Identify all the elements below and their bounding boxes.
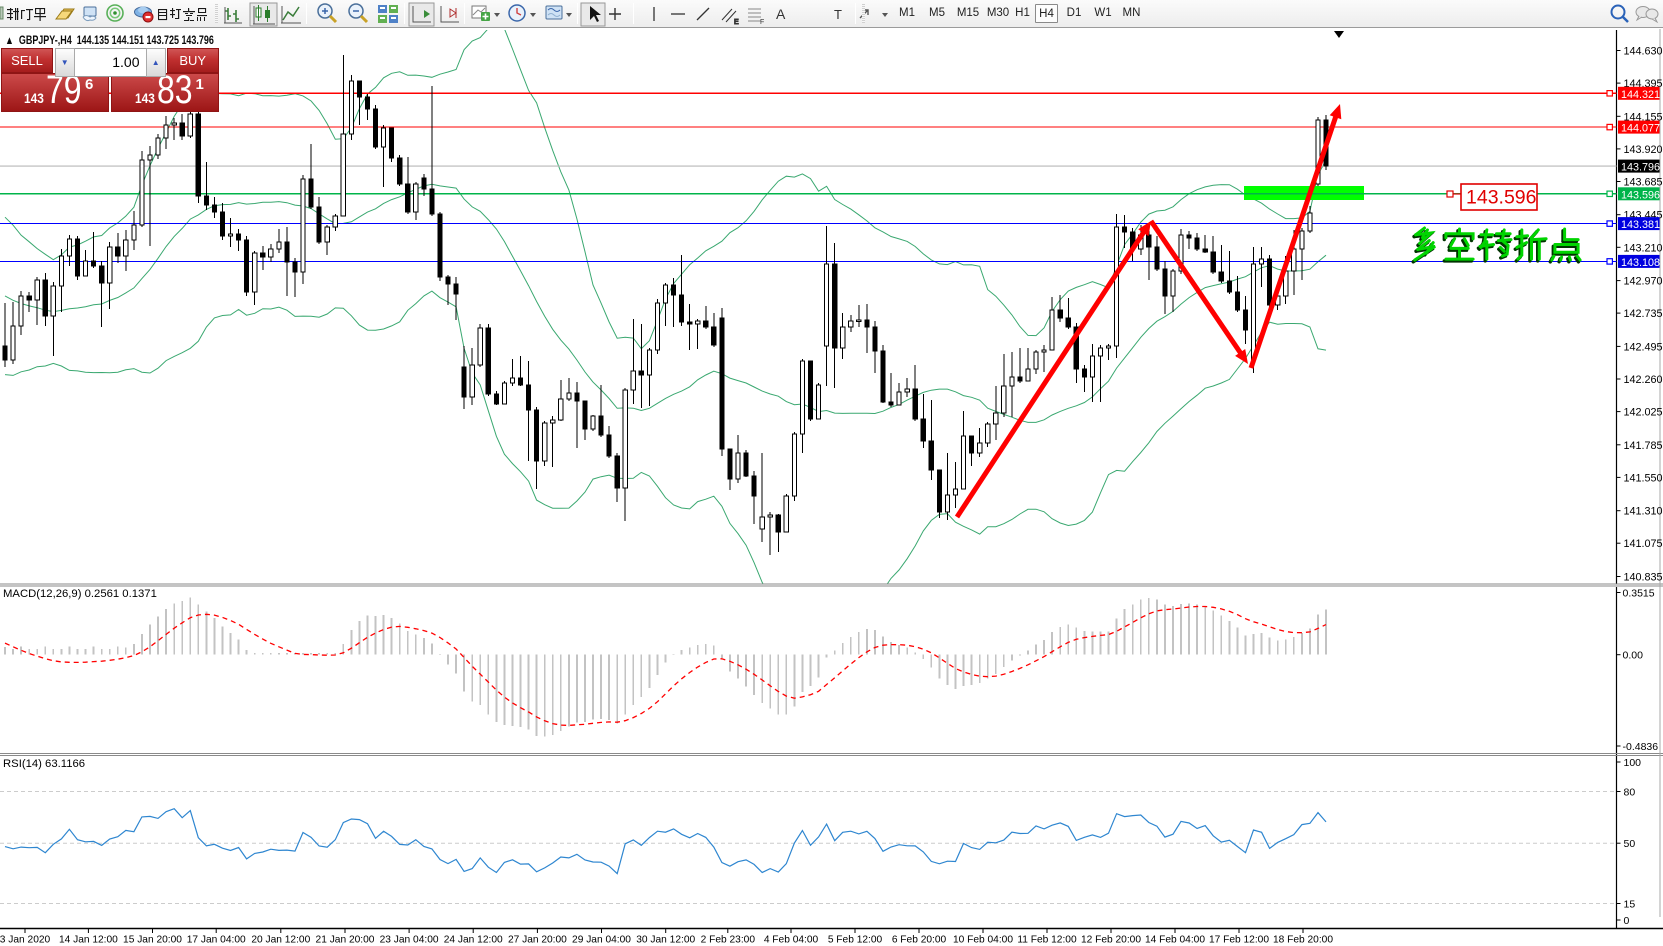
svg-text:21 Jan 20:00: 21 Jan 20:00 bbox=[316, 935, 375, 946]
svg-text:143.596: 143.596 bbox=[1621, 189, 1660, 201]
svg-text:2 Feb 23:00: 2 Feb 23:00 bbox=[701, 935, 756, 946]
svg-text:20 Jan 12:00: 20 Jan 12:00 bbox=[251, 935, 310, 946]
svg-text:143.108: 143.108 bbox=[1621, 257, 1660, 269]
svg-text:30 Jan 12:00: 30 Jan 12:00 bbox=[636, 935, 695, 946]
svg-text:0.00: 0.00 bbox=[1623, 650, 1644, 662]
svg-text:141.310: 141.310 bbox=[1624, 506, 1663, 518]
svg-text:23 Jan 04:00: 23 Jan 04:00 bbox=[380, 935, 439, 946]
svg-text:RSI(14) 63.1166: RSI(14) 63.1166 bbox=[3, 758, 85, 770]
svg-text:14 Jan 12:00: 14 Jan 12:00 bbox=[59, 935, 118, 946]
svg-text:143.920: 143.920 bbox=[1624, 144, 1663, 156]
svg-text:143.685: 143.685 bbox=[1624, 177, 1663, 189]
svg-text:144.077: 144.077 bbox=[1621, 123, 1660, 135]
svg-text:140.835: 140.835 bbox=[1624, 572, 1663, 584]
svg-text:142.025: 142.025 bbox=[1624, 407, 1663, 419]
svg-text:142.970: 142.970 bbox=[1624, 276, 1663, 288]
svg-text:17 Feb 12:00: 17 Feb 12:00 bbox=[1209, 935, 1269, 946]
svg-text:143.381: 143.381 bbox=[1621, 219, 1660, 231]
svg-text:MACD(12,26,9) 0.2561 0.1371: MACD(12,26,9) 0.2561 0.1371 bbox=[3, 588, 157, 600]
svg-text:3 Jan 2020: 3 Jan 2020 bbox=[0, 935, 51, 946]
svg-text:18 Feb 20:00: 18 Feb 20:00 bbox=[1273, 935, 1333, 946]
svg-text:143.210: 143.210 bbox=[1624, 242, 1663, 254]
svg-text:E: E bbox=[734, 19, 739, 26]
svg-text:141.550: 141.550 bbox=[1624, 472, 1663, 484]
svg-text:0: 0 bbox=[1624, 915, 1630, 927]
svg-text:11 Feb 12:00: 11 Feb 12:00 bbox=[1017, 935, 1077, 946]
svg-text:144.155: 144.155 bbox=[1624, 111, 1663, 123]
svg-text:6 Feb 20:00: 6 Feb 20:00 bbox=[892, 935, 947, 946]
svg-text:14 Feb 04:00: 14 Feb 04:00 bbox=[1145, 935, 1205, 946]
svg-text:-0.4836: -0.4836 bbox=[1623, 741, 1659, 753]
svg-text:0.3515: 0.3515 bbox=[1623, 588, 1655, 600]
svg-text:141.785: 141.785 bbox=[1624, 440, 1663, 452]
svg-text:T: T bbox=[834, 7, 842, 22]
svg-text:143.596: 143.596 bbox=[1466, 187, 1537, 209]
svg-text:12 Feb 20:00: 12 Feb 20:00 bbox=[1081, 935, 1141, 946]
svg-text:15 Jan 20:00: 15 Jan 20:00 bbox=[123, 935, 182, 946]
svg-text:27 Jan 20:00: 27 Jan 20:00 bbox=[508, 935, 567, 946]
svg-text:17 Jan 04:00: 17 Jan 04:00 bbox=[187, 935, 246, 946]
svg-text:142.495: 142.495 bbox=[1624, 341, 1663, 353]
svg-text:10 Feb 04:00: 10 Feb 04:00 bbox=[953, 935, 1013, 946]
svg-text:A: A bbox=[776, 6, 786, 22]
svg-text:5 Feb 12:00: 5 Feb 12:00 bbox=[828, 935, 883, 946]
svg-text:141.075: 141.075 bbox=[1624, 538, 1663, 550]
svg-text:F: F bbox=[760, 19, 764, 26]
svg-text:4 Feb 04:00: 4 Feb 04:00 bbox=[764, 935, 819, 946]
svg-text:50: 50 bbox=[1624, 838, 1636, 850]
svg-text:142.260: 142.260 bbox=[1624, 374, 1663, 386]
svg-text:15: 15 bbox=[1624, 899, 1636, 911]
svg-text:100: 100 bbox=[1624, 757, 1642, 769]
svg-text:24 Jan 12:00: 24 Jan 12:00 bbox=[444, 935, 503, 946]
svg-text:142.735: 142.735 bbox=[1624, 308, 1663, 320]
svg-text:143.796: 143.796 bbox=[1621, 162, 1660, 174]
svg-text:80: 80 bbox=[1624, 787, 1636, 799]
svg-text:144.630: 144.630 bbox=[1624, 46, 1663, 58]
svg-text:144.321: 144.321 bbox=[1621, 89, 1660, 101]
svg-text:29 Jan 04:00: 29 Jan 04:00 bbox=[572, 935, 631, 946]
